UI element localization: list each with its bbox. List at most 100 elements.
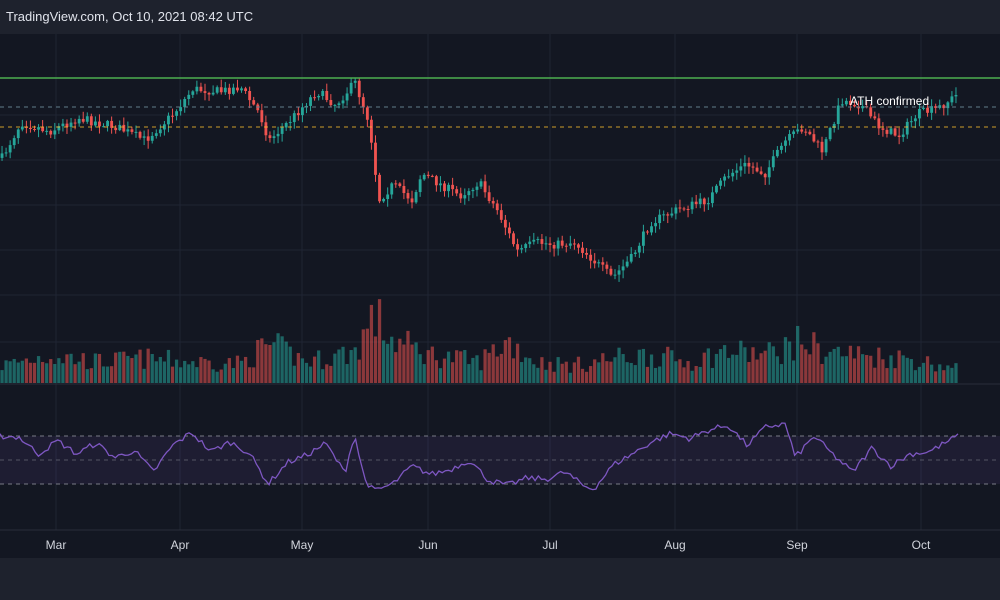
volume-bar <box>633 365 637 383</box>
candle-body <box>378 174 381 202</box>
candle-body <box>800 129 804 132</box>
candle-body <box>195 86 199 92</box>
candle-body <box>49 130 53 135</box>
volume-bar <box>337 349 341 383</box>
candle-body <box>950 96 954 103</box>
candle-body <box>365 107 369 120</box>
candle-body <box>483 181 487 193</box>
candle-body <box>710 192 714 204</box>
candle-body <box>402 186 406 194</box>
candle-body <box>260 110 264 123</box>
candle-body <box>244 88 248 91</box>
candle-body <box>840 104 844 106</box>
candle-body <box>739 166 743 171</box>
volume-bar <box>779 364 784 383</box>
candle-body <box>731 172 735 177</box>
candle-body <box>633 252 637 254</box>
volume-bar <box>252 367 256 383</box>
volume-bar <box>840 356 844 383</box>
candle-body <box>73 122 77 124</box>
candle-body <box>106 120 109 127</box>
volume-bar <box>613 357 617 383</box>
volume-bar <box>869 355 873 383</box>
candle-body <box>29 127 32 130</box>
volume-bar <box>524 357 528 383</box>
volume-bar <box>507 337 512 383</box>
volume-bar <box>174 359 179 383</box>
candle-body <box>922 107 925 110</box>
candle-body <box>532 239 536 242</box>
candle-body <box>280 127 284 134</box>
candle-body <box>735 170 739 173</box>
candle-body <box>597 262 601 264</box>
volume-bar <box>73 364 77 383</box>
candle-body <box>524 244 528 249</box>
volume-bar <box>248 367 252 383</box>
candles <box>0 77 958 282</box>
candle-body <box>491 200 495 204</box>
volume-bar <box>706 348 710 383</box>
volume-bar <box>329 365 333 383</box>
candle-body <box>12 138 16 146</box>
candle-body <box>325 90 329 100</box>
candle-body <box>844 100 848 105</box>
volume-bar <box>77 361 81 383</box>
volume-bar <box>418 354 422 383</box>
candle-body <box>361 97 365 108</box>
volume-bar <box>239 360 244 383</box>
candle-body <box>487 192 491 201</box>
volume-bar <box>942 370 946 383</box>
volume-bar <box>804 349 808 383</box>
volume-bar <box>515 343 520 383</box>
volume-bar <box>296 353 300 383</box>
volume-bar <box>187 364 191 383</box>
candle-body <box>321 90 325 96</box>
volume-bar <box>341 346 345 383</box>
candle-body <box>288 122 292 124</box>
candle-body <box>422 174 426 180</box>
candle-body <box>885 129 889 134</box>
volume-bar <box>617 347 621 383</box>
candle-body <box>508 227 511 234</box>
volume-bar <box>702 352 706 383</box>
candle-body <box>516 244 519 250</box>
volume-bar <box>722 345 727 383</box>
volume-bar <box>881 359 885 383</box>
candle-body <box>719 180 722 186</box>
chart-canvas[interactable]: ATH confirmed Mar Apr May Jun Jul Aug Sep Oct <box>0 34 1000 558</box>
bottom-toolbar <box>0 558 1000 600</box>
volume-bar <box>430 346 434 383</box>
volume-bar <box>503 340 508 383</box>
candle-body <box>199 86 203 92</box>
volume-bar <box>365 328 369 383</box>
candle-body <box>264 122 268 136</box>
volume-bar <box>743 347 747 383</box>
volume-bar <box>264 344 268 383</box>
volume-bar <box>459 351 463 383</box>
candle-body <box>231 87 235 94</box>
volume-bar <box>231 368 236 383</box>
volume-bar <box>434 360 439 383</box>
candle-body <box>130 129 134 132</box>
volume-bar <box>118 351 122 383</box>
candle-body <box>609 268 613 275</box>
volume-bar <box>609 361 613 383</box>
candle-body <box>61 123 65 127</box>
volume-bar <box>929 364 934 383</box>
volume-bar <box>641 348 646 383</box>
candle-body <box>341 100 345 104</box>
volume-bar <box>645 366 650 383</box>
volume-bar <box>317 350 321 383</box>
volume-bar <box>89 368 93 383</box>
volume-bar <box>873 367 877 383</box>
volume-bar <box>57 358 61 383</box>
candle-body <box>20 126 24 130</box>
volume-bar <box>475 355 479 383</box>
volume-bar <box>889 355 893 383</box>
candle-body <box>771 156 775 168</box>
candle-body <box>382 199 386 202</box>
volume-bar <box>905 357 909 383</box>
volume-bar <box>519 362 524 383</box>
candle-body <box>370 119 373 143</box>
candle-body <box>536 239 540 241</box>
